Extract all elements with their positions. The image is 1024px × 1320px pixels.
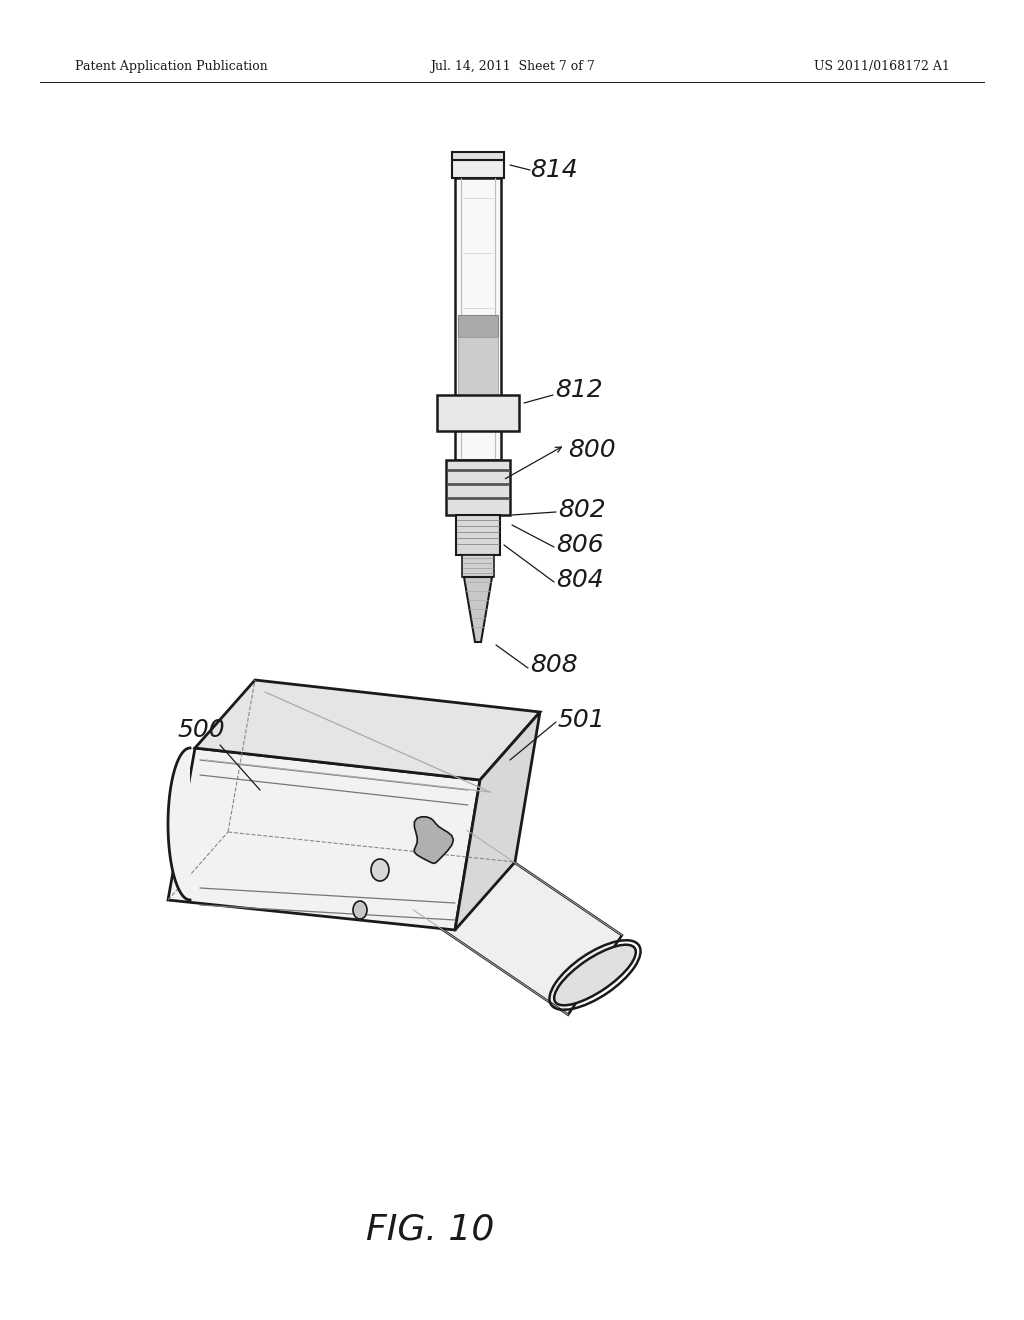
Polygon shape [458,315,498,337]
Polygon shape [168,748,190,900]
Polygon shape [458,337,498,397]
Text: 500: 500 [178,718,225,742]
Text: US 2011/0168172 A1: US 2011/0168172 A1 [814,59,950,73]
Text: 806: 806 [556,533,603,557]
Polygon shape [446,459,510,515]
Polygon shape [462,554,494,577]
Text: 808: 808 [530,653,578,677]
Text: 802: 802 [558,498,605,521]
Text: 501: 501 [558,708,605,733]
Polygon shape [195,680,540,780]
Text: 804: 804 [556,568,603,591]
Text: 812: 812 [555,378,603,403]
Polygon shape [455,711,540,931]
Ellipse shape [554,945,636,1006]
Bar [471,178,485,319]
Polygon shape [464,577,492,642]
Ellipse shape [371,859,389,880]
Polygon shape [452,160,504,178]
Ellipse shape [353,902,367,919]
Polygon shape [168,748,480,931]
Polygon shape [413,830,622,1015]
Polygon shape [437,395,519,432]
Polygon shape [452,152,504,160]
Polygon shape [455,178,501,459]
Text: Patent Application Publication: Patent Application Publication [75,59,267,73]
Polygon shape [456,515,500,554]
Text: FIG. 10: FIG. 10 [366,1213,495,1247]
Text: 800: 800 [568,438,615,462]
Text: 814: 814 [530,158,578,182]
Text: Jul. 14, 2011  Sheet 7 of 7: Jul. 14, 2011 Sheet 7 of 7 [430,59,594,73]
Polygon shape [415,817,454,863]
